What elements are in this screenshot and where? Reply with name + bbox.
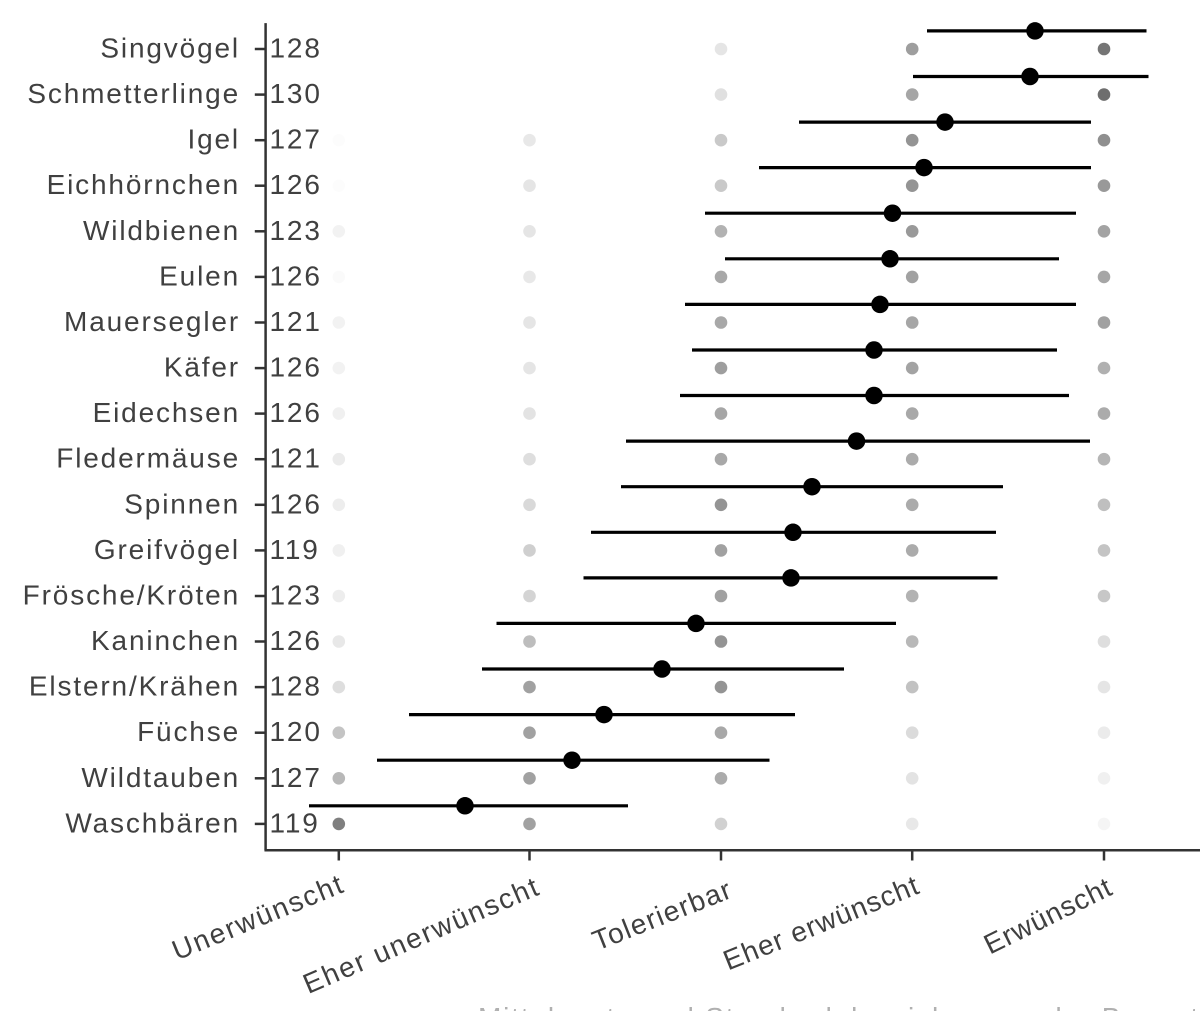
svg-text:Füchse: Füchse bbox=[137, 716, 240, 747]
svg-text:Wildbienen: Wildbienen bbox=[83, 215, 240, 246]
svg-text:Eichhörnchen: Eichhörnchen bbox=[47, 169, 240, 200]
svg-text:Fledermäuse: Fledermäuse bbox=[56, 443, 240, 474]
svg-text:Schmetterlinge: Schmetterlinge bbox=[27, 78, 240, 109]
svg-text:120: 120 bbox=[270, 716, 322, 747]
svg-text:Singvögel: Singvögel bbox=[100, 33, 240, 64]
svg-text:Elstern/Krähen: Elstern/Krähen bbox=[29, 671, 240, 702]
svg-text:123: 123 bbox=[270, 215, 322, 246]
svg-text:Kaninchen: Kaninchen bbox=[91, 625, 240, 656]
svg-text:Mittelwerte und Standardabweic: Mittelwerte und Standardabweichungen der… bbox=[478, 1002, 1200, 1013]
svg-text:123: 123 bbox=[270, 580, 322, 611]
svg-text:Waschbären: Waschbären bbox=[65, 807, 240, 838]
svg-text:Mauersegler: Mauersegler bbox=[64, 306, 240, 337]
svg-text:126: 126 bbox=[270, 625, 322, 656]
svg-text:Käfer: Käfer bbox=[164, 352, 240, 383]
svg-text:121: 121 bbox=[270, 306, 322, 337]
svg-text:119: 119 bbox=[270, 807, 320, 838]
svg-text:Greifvögel: Greifvögel bbox=[94, 534, 240, 565]
svg-text:126: 126 bbox=[270, 169, 322, 200]
svg-text:Igel: Igel bbox=[187, 124, 240, 155]
svg-text:126: 126 bbox=[270, 260, 322, 291]
svg-text:Eidechsen: Eidechsen bbox=[93, 397, 240, 428]
svg-text:127: 127 bbox=[270, 762, 322, 793]
svg-text:Frösche/Kröten: Frösche/Kröten bbox=[23, 580, 240, 611]
svg-text:Wildtauben: Wildtauben bbox=[81, 762, 240, 793]
svg-text:128: 128 bbox=[270, 671, 322, 702]
svg-text:121: 121 bbox=[270, 443, 322, 474]
svg-text:126: 126 bbox=[270, 488, 322, 519]
svg-text:128: 128 bbox=[270, 33, 322, 64]
svg-text:126: 126 bbox=[270, 397, 322, 428]
svg-text:Spinnen: Spinnen bbox=[124, 488, 240, 519]
svg-text:126: 126 bbox=[270, 352, 322, 383]
svg-text:119: 119 bbox=[270, 534, 320, 565]
svg-text:127: 127 bbox=[270, 124, 322, 155]
svg-text:130: 130 bbox=[270, 78, 322, 109]
svg-text:Eulen: Eulen bbox=[159, 260, 240, 291]
